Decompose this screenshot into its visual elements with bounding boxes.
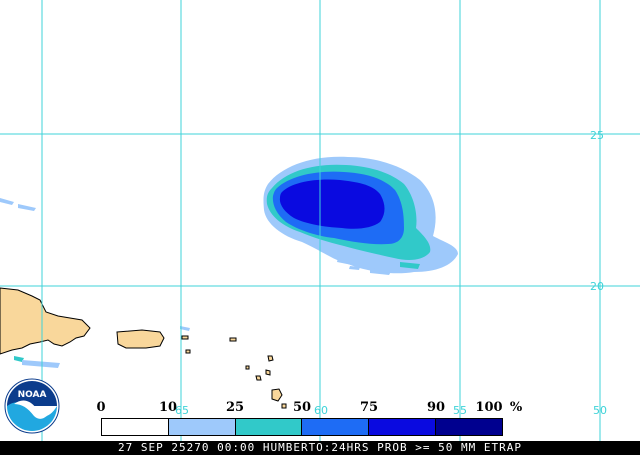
legend-tick-10: 10 [158, 400, 178, 415]
legend-swatch-50-75 [301, 419, 369, 435]
legend-swatch-0-10 [102, 419, 168, 435]
swath-25-50-fleck [400, 262, 420, 269]
lesser-antilles-4 [265, 369, 271, 376]
swath-10-25-fleck-a [337, 258, 354, 265]
legend-tick-0: 0 [96, 400, 106, 415]
noaa-logo-icon: NOAA [4, 378, 60, 434]
logo-text: NOAA [18, 390, 47, 400]
legend-tick-labels: 0 10 25 50 75 90 100 % [0, 400, 640, 416]
lon-label-65: 65 [175, 404, 189, 417]
island-small-b [245, 365, 250, 370]
swath-west-fleck-d [22, 360, 60, 368]
island-small-c [281, 403, 287, 409]
legend-color-bar [101, 418, 503, 436]
lesser-antilles-3 [255, 375, 262, 381]
puerto-rico [116, 329, 165, 349]
legend-tick-100: 100 [475, 400, 503, 415]
lat-label-20: 20 [590, 280, 604, 293]
swath-10-25-fleck-c [370, 268, 392, 275]
legend-swatch-75-90 [368, 419, 436, 435]
lon-label-60: 60 [314, 404, 328, 417]
swath-west-fleck-c [14, 356, 24, 362]
legend-tick-90: 90 [426, 400, 446, 415]
land-masses [0, 287, 287, 409]
lesser-antilles-1 [271, 388, 283, 402]
swath-10-25-fleck-b [349, 266, 360, 270]
lon-label-55: 55 [453, 404, 467, 417]
footer-caption: 27 SEP 25270 00:00 HUMBERTO:24HRS PROB >… [0, 441, 640, 455]
legend-swatch-90-100 [435, 419, 502, 435]
legend-swatch-10-25 [167, 419, 235, 435]
legend-unit: % [509, 400, 523, 415]
lat-lon-grid [0, 0, 640, 441]
lat-label-25: 25 [590, 129, 604, 142]
legend-tick-25: 25 [225, 400, 245, 415]
legend-tick-75: 75 [359, 400, 379, 415]
swath-west-fleck-e [180, 326, 190, 331]
swath-75-90 [279, 179, 385, 229]
probability-swath [263, 156, 458, 275]
lesser-antilles-2 [267, 355, 274, 362]
virgin-islands [181, 335, 189, 340]
lon-label-50: 50 [593, 404, 607, 417]
island-small-a [185, 349, 191, 354]
lesser-antilles-5 [229, 337, 237, 342]
legend-tick-50: 50 [292, 400, 312, 415]
swath-west-fleck-b [18, 204, 36, 211]
legend-swatch-25-50 [234, 419, 302, 435]
swath-west-fleck-a [0, 198, 14, 205]
